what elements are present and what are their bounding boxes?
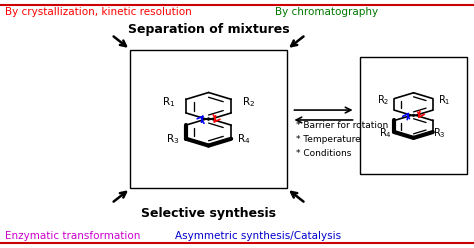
Text: R$_4$: R$_4$ xyxy=(237,132,251,146)
Text: R$_3$: R$_3$ xyxy=(433,126,446,140)
Text: R$_3$: R$_3$ xyxy=(166,132,180,146)
Text: By chromatography: By chromatography xyxy=(275,7,378,17)
Text: R$_4$: R$_4$ xyxy=(379,126,392,140)
Bar xyxy=(360,57,467,174)
Text: Asymmetric synthesis/Catalysis: Asymmetric synthesis/Catalysis xyxy=(175,231,341,241)
Text: R$_1$: R$_1$ xyxy=(162,95,175,109)
Text: Selective synthesis: Selective synthesis xyxy=(141,207,276,220)
Text: Separation of mixtures: Separation of mixtures xyxy=(128,23,289,36)
Text: R$_1$: R$_1$ xyxy=(438,93,451,107)
Text: * Barrier for rotation
* Temperature
* Conditions: * Barrier for rotation * Temperature * C… xyxy=(296,121,389,158)
Bar xyxy=(130,50,287,188)
Text: R$_2$: R$_2$ xyxy=(242,95,255,109)
Text: R$_2$: R$_2$ xyxy=(376,93,389,107)
Text: By crystallization, kinetic resolution: By crystallization, kinetic resolution xyxy=(5,7,191,17)
Text: Enzymatic transformation: Enzymatic transformation xyxy=(5,231,140,241)
